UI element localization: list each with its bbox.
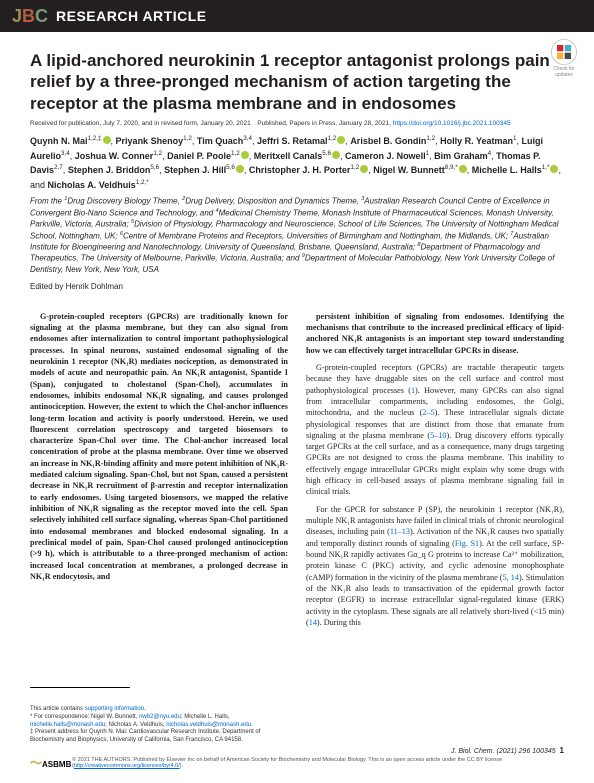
abstract-text: G-protein-coupled receptors (GPCRs) are …	[30, 311, 288, 583]
received-text: Received for publication, July 7, 2020, …	[30, 120, 391, 127]
crossmark-badge[interactable]	[550, 38, 578, 66]
footnote-correspondence: * For correspondence: Nigel W. Bunnett, …	[30, 714, 280, 730]
copyright-line: © 2021 THE AUTHORS. Published by Elsevie…	[72, 757, 552, 769]
jbc-logo: J B C	[12, 6, 48, 27]
crossmark-label: Check for updates	[544, 66, 584, 78]
citation-footer: J. Biol. Chem. (2021) 296 100345 1	[451, 746, 564, 755]
body-para-1: G-protein-coupled receptors (GPCRs) are …	[306, 362, 564, 498]
supporting-info-link[interactable]: supporting information	[85, 706, 144, 712]
jbc-b: B	[22, 6, 35, 27]
footnote-divider	[30, 687, 130, 688]
footnotes: This article contains supporting informa…	[30, 706, 280, 745]
doi-link[interactable]: https://doi.org/10.1016/j.jbc.2021.10034…	[393, 120, 511, 127]
page-number: 1	[560, 746, 564, 755]
author-list: Quynh N. Mai1,2,‡, Priyank Shenoy1,2, Ti…	[30, 134, 564, 192]
title-block: A lipid-anchored neurokinin 1 receptor a…	[0, 32, 594, 297]
article-title: A lipid-anchored neurokinin 1 receptor a…	[30, 50, 564, 114]
footnote-present-address: ‡ Present address for Quynh N. Mai: Card…	[30, 729, 280, 745]
edited-by: Edited by Henrik Dohlman	[30, 282, 564, 291]
jbc-c: C	[35, 6, 48, 27]
citation-text: J. Biol. Chem. (2021) 296 100345	[451, 748, 556, 755]
left-column: G-protein-coupled receptors (GPCRs) are …	[30, 311, 288, 634]
footnote-supporting: This article contains supporting informa…	[30, 706, 280, 714]
article-type-label: RESEARCH ARTICLE	[56, 8, 207, 24]
header-bar: J B C RESEARCH ARTICLE	[0, 0, 594, 32]
abstract-continued: persistent inhibition of signaling from …	[306, 311, 564, 356]
body-columns: G-protein-coupled receptors (GPCRs) are …	[0, 297, 594, 634]
jbc-j: J	[12, 6, 22, 27]
affiliations: From the 1Drug Discovery Biology Theme, …	[30, 196, 564, 276]
asbmb-logo: 〜ASBMB	[30, 754, 71, 771]
right-column: persistent inhibition of signaling from …	[306, 311, 564, 634]
received-line: Received for publication, July 7, 2020, …	[30, 120, 564, 128]
body-para-2: For the GPCR for substance P (SP), the n…	[306, 504, 564, 628]
